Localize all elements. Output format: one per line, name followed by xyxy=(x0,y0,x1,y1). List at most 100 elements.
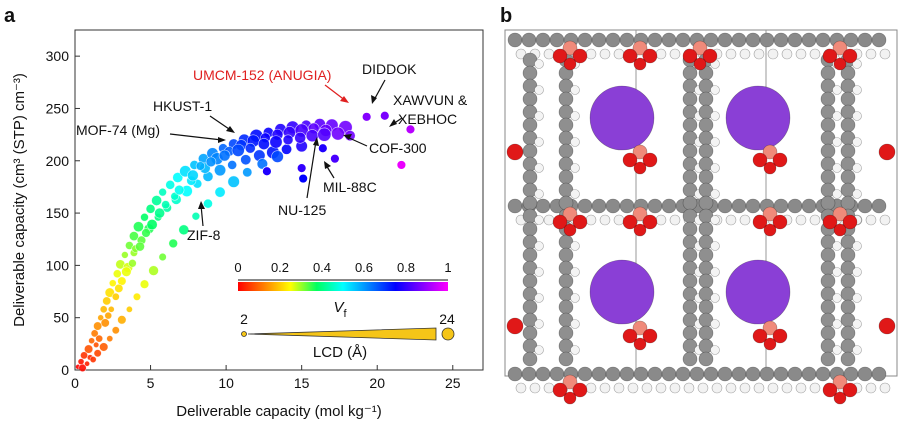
carbon-atom xyxy=(682,195,698,211)
hydrogen-atom xyxy=(781,48,793,60)
hydrogen-atom xyxy=(585,214,597,226)
colorbar-tick-label: 0.6 xyxy=(355,260,373,275)
carbon-atom xyxy=(522,273,538,289)
hydrogen-atom xyxy=(832,189,842,199)
annotation-arrows xyxy=(169,79,403,227)
data-point xyxy=(141,228,151,238)
oxygen-atom xyxy=(772,152,788,168)
x-tick-label: 20 xyxy=(369,375,385,391)
hydrogen-atom xyxy=(852,163,862,173)
carbon-atom xyxy=(549,366,565,382)
oxygen-atom xyxy=(552,214,568,230)
hydrogen-atom xyxy=(852,319,862,329)
oxygen-atom xyxy=(878,143,896,161)
oxygen-atom xyxy=(682,48,698,64)
x-tick-label: 15 xyxy=(294,375,310,391)
carbon-atom xyxy=(521,366,537,382)
oxygen-atom xyxy=(572,214,588,230)
data-point xyxy=(218,149,231,162)
carbon-atom xyxy=(591,198,607,214)
carbon-atom xyxy=(698,273,714,289)
size-legend-min: 2 xyxy=(240,311,248,327)
hydrogen-atom xyxy=(767,382,779,394)
carbon-atom xyxy=(698,351,714,367)
hydrogen-atom xyxy=(832,267,842,277)
hydrogen-atom xyxy=(809,48,821,60)
copper-atom xyxy=(762,144,778,160)
hydrogen-atom xyxy=(599,214,611,226)
carbon-atom xyxy=(731,32,747,48)
carbon-atom xyxy=(871,198,887,214)
size-legend-label: LCD (Å) xyxy=(313,344,367,361)
hydrogen-atom xyxy=(852,111,862,121)
data-point xyxy=(93,321,103,331)
carbon-atom xyxy=(522,325,538,341)
hydrogen-atom xyxy=(543,382,555,394)
copper-atom xyxy=(562,40,578,56)
carbon-atom xyxy=(522,91,538,107)
pore-sphere xyxy=(725,85,791,151)
data-point xyxy=(161,200,171,210)
carbon-atom xyxy=(535,366,551,382)
carbon-atom xyxy=(661,32,677,48)
hydrogen-atom xyxy=(570,111,580,121)
carbon-atom xyxy=(558,273,574,289)
carbon-atom xyxy=(558,169,574,185)
annotation-zif-8: ZIF-8 xyxy=(187,227,221,243)
carbon-atom xyxy=(840,143,856,159)
copper-atom xyxy=(692,40,708,56)
x-axis-label: Deliverable capacity (mol kg⁻¹) xyxy=(176,403,381,420)
hydrogen-atom xyxy=(599,48,611,60)
carbon-atom xyxy=(840,325,856,341)
carbon-atom xyxy=(522,221,538,237)
colorbar-tick-label: 0.4 xyxy=(313,260,331,275)
carbon-atom xyxy=(689,366,705,382)
carbon-atom xyxy=(717,198,733,214)
hydrogen-atom xyxy=(655,48,667,60)
y-tick-label: 50 xyxy=(53,310,69,326)
carbon-atom xyxy=(682,273,698,289)
oxygen-atom xyxy=(763,337,777,351)
colorbar-tick-label: 0 xyxy=(234,260,241,275)
highlight-point xyxy=(262,166,272,177)
highlight-point xyxy=(396,160,407,170)
data-point xyxy=(112,269,122,279)
colorbar-tick-label: 0.8 xyxy=(397,260,415,275)
carbon-atom xyxy=(647,198,663,214)
carbon-atom xyxy=(815,32,831,48)
carbon-atom xyxy=(759,32,775,48)
data-point xyxy=(100,318,110,328)
data-point xyxy=(106,335,114,343)
hydrogen-atom xyxy=(529,382,541,394)
oxygen-atom xyxy=(563,223,577,237)
data-point xyxy=(84,344,94,354)
hydrogen-atom xyxy=(641,382,653,394)
highlight-point xyxy=(317,143,328,154)
oxygen-atom xyxy=(702,48,718,64)
carbon-atom xyxy=(820,143,836,159)
data-point xyxy=(146,219,158,231)
carbon-atom xyxy=(840,117,856,133)
colorbar-legend: 0 0.2 0.4 0.6 0.8 1 Vf xyxy=(234,260,451,320)
pore-sphere xyxy=(589,85,655,151)
carbon-atom xyxy=(619,366,635,382)
carbon-atom xyxy=(773,366,789,382)
data-point xyxy=(148,265,159,276)
data-point xyxy=(102,296,112,306)
carbon-atom xyxy=(820,195,836,211)
carbon-atom xyxy=(698,169,714,185)
carbon-atom xyxy=(840,299,856,315)
carbon-atom xyxy=(840,247,856,263)
y-tick-label: 250 xyxy=(46,100,70,116)
carbon-atom xyxy=(731,198,747,214)
data-point xyxy=(125,305,133,313)
hydrogen-atom xyxy=(669,382,681,394)
carbon-atom xyxy=(815,366,831,382)
hydrogen-atom xyxy=(534,267,544,277)
oxygen-atom xyxy=(622,48,638,64)
carbon-atom xyxy=(745,32,761,48)
carbon-atom xyxy=(522,195,538,211)
carbon-atom xyxy=(682,169,698,185)
hydrogen-atom xyxy=(710,163,720,173)
